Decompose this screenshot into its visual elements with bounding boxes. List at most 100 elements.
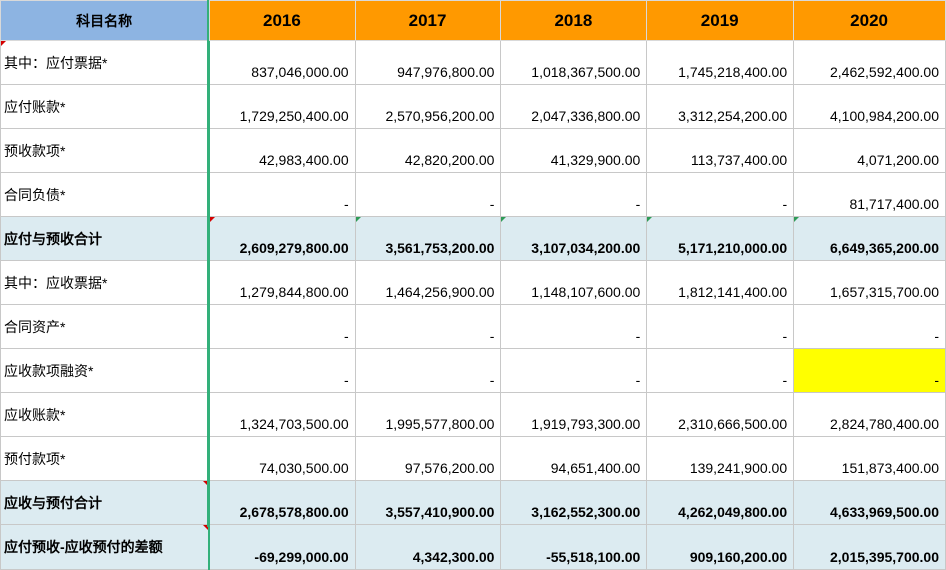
value-cell[interactable]: -: [646, 348, 795, 393]
value-cell[interactable]: -69,299,000.00: [208, 524, 356, 570]
value-cell[interactable]: 947,976,800.00: [354, 40, 502, 85]
row-label-cell[interactable]: 应付预收-应收预付的差额: [0, 524, 211, 570]
value-cell[interactable]: 42,820,200.00: [354, 128, 502, 173]
row-label-cell[interactable]: 应收款项融资*: [0, 348, 211, 393]
value-cell[interactable]: -: [208, 172, 356, 217]
table-row: 其中：应付票据* 837,046,000.00 947,976,800.00 1…: [0, 40, 946, 85]
value-cell[interactable]: -: [354, 304, 502, 349]
error-marker-icon: [647, 217, 653, 222]
value-cell[interactable]: 94,651,400.00: [500, 436, 648, 481]
value-cell[interactable]: 2,678,578,800.00: [208, 480, 356, 525]
value-cell[interactable]: 1,812,141,400.00: [646, 260, 795, 305]
header-year-2017[interactable]: 2017: [354, 0, 502, 41]
row-label-cell[interactable]: 应收与预付合计: [0, 480, 211, 525]
value-cell[interactable]: -55,518,100.00: [500, 524, 648, 570]
error-marker-icon: [501, 217, 507, 222]
value-cell[interactable]: -: [208, 304, 356, 349]
table-row-total: 应付与预收合计 2,609,279,800.00 3,561,753,200.0…: [0, 216, 946, 261]
comment-marker-icon: [203, 481, 208, 486]
header-label-cell[interactable]: 科目名称: [0, 0, 211, 41]
row-label-cell[interactable]: 合同资产*: [0, 304, 211, 349]
value-cell[interactable]: 909,160,200.00: [646, 524, 795, 570]
value-cell[interactable]: -: [646, 304, 795, 349]
error-marker-icon: [356, 217, 361, 222]
table-row-difference: 应付预收-应收预付的差额 -69,299,000.00 4,342,300.00…: [0, 524, 946, 570]
value-cell[interactable]: -: [500, 304, 648, 349]
value-cell[interactable]: 4,071,200.00: [793, 128, 946, 173]
value-cell[interactable]: 4,262,049,800.00: [646, 480, 795, 525]
value-cell[interactable]: 5,171,210,000.00: [646, 216, 795, 261]
header-year-2020[interactable]: 2020: [793, 0, 946, 41]
row-label-cell[interactable]: 应收账款*: [0, 392, 211, 437]
value-cell[interactable]: -: [208, 348, 356, 393]
value-cell[interactable]: 1,657,315,700.00: [793, 260, 946, 305]
header-year-2019[interactable]: 2019: [646, 0, 795, 41]
table-row: 应收款项融资* - - - - -: [0, 348, 946, 393]
value-cell[interactable]: -: [500, 348, 648, 393]
value-cell[interactable]: 6,649,365,200.00: [793, 216, 946, 261]
value-cell[interactable]: 42,983,400.00: [208, 128, 356, 173]
value-cell[interactable]: 3,312,254,200.00: [646, 84, 795, 129]
value-cell[interactable]: 1,018,367,500.00: [500, 40, 648, 85]
comment-marker-icon: [210, 217, 216, 222]
value-cell[interactable]: 1,324,703,500.00: [208, 392, 356, 437]
value-cell[interactable]: -: [793, 304, 946, 349]
row-label-cell[interactable]: 应付与预收合计: [0, 216, 211, 261]
value-cell[interactable]: -: [354, 172, 502, 217]
value-cell[interactable]: 1,919,793,300.00: [500, 392, 648, 437]
error-marker-icon: [794, 217, 800, 222]
value-cell[interactable]: -: [354, 348, 502, 393]
value-cell[interactable]: 41,329,900.00: [500, 128, 648, 173]
value-cell[interactable]: 1,729,250,400.00: [208, 84, 356, 129]
highlighted-value-cell[interactable]: -: [793, 348, 946, 393]
row-label-cell[interactable]: 其中：应付票据*: [0, 40, 211, 85]
value-cell[interactable]: 1,745,218,400.00: [646, 40, 795, 85]
value-cell[interactable]: 1,464,256,900.00: [354, 260, 502, 305]
value-cell[interactable]: 3,561,753,200.00: [354, 216, 502, 261]
value-cell[interactable]: 4,342,300.00: [354, 524, 502, 570]
value-cell[interactable]: 81,717,400.00: [793, 172, 946, 217]
table-row: 预付款项* 74,030,500.00 97,576,200.00 94,651…: [0, 436, 946, 481]
comment-marker-icon: [1, 41, 6, 46]
value-cell[interactable]: 4,633,969,500.00: [793, 480, 946, 525]
value-cell[interactable]: 2,015,395,700.00: [793, 524, 946, 570]
value-cell[interactable]: 2,609,279,800.00: [208, 216, 356, 261]
row-label-cell[interactable]: 预付款项*: [0, 436, 211, 481]
table-row: 应收账款* 1,324,703,500.00 1,995,577,800.00 …: [0, 392, 946, 437]
frozen-pane-divider: [207, 0, 209, 527]
value-cell[interactable]: 837,046,000.00: [208, 40, 356, 85]
value-cell[interactable]: 2,047,336,800.00: [500, 84, 648, 129]
row-label-cell[interactable]: 应付账款*: [0, 84, 211, 129]
table-row: 其中：应收票据* 1,279,844,800.00 1,464,256,900.…: [0, 260, 946, 305]
row-label-cell[interactable]: 其中：应收票据*: [0, 260, 211, 305]
value-cell[interactable]: 1,148,107,600.00: [500, 260, 648, 305]
value-cell[interactable]: 1,995,577,800.00: [354, 392, 502, 437]
value-cell[interactable]: 2,462,592,400.00: [793, 40, 946, 85]
header-row: 科目名称 2016 2017 2018 2019 2020: [0, 0, 946, 41]
value-cell[interactable]: 113,737,400.00: [646, 128, 795, 173]
table-row: 应付账款* 1,729,250,400.00 2,570,956,200.00 …: [0, 84, 946, 129]
header-year-2016[interactable]: 2016: [208, 0, 356, 41]
value-cell[interactable]: 3,107,034,200.00: [500, 216, 648, 261]
value-cell[interactable]: 2,824,780,400.00: [793, 392, 946, 437]
value-cell[interactable]: 2,310,666,500.00: [646, 392, 795, 437]
row-label-cell[interactable]: 预收款项*: [0, 128, 211, 173]
value-cell[interactable]: -: [646, 172, 795, 217]
row-label-cell[interactable]: 合同负债*: [0, 172, 211, 217]
value-cell[interactable]: 3,162,552,300.00: [500, 480, 648, 525]
header-year-2018[interactable]: 2018: [500, 0, 648, 41]
table-row: 合同负债* - - - - 81,717,400.00: [0, 172, 946, 217]
value-cell[interactable]: 3,557,410,900.00: [354, 480, 502, 525]
value-cell[interactable]: 1,279,844,800.00: [208, 260, 356, 305]
table-row-total: 应收与预付合计 2,678,578,800.00 3,557,410,900.0…: [0, 480, 946, 525]
value-cell[interactable]: 74,030,500.00: [208, 436, 356, 481]
value-cell[interactable]: 2,570,956,200.00: [354, 84, 502, 129]
value-cell[interactable]: -: [500, 172, 648, 217]
value-cell[interactable]: 151,873,400.00: [793, 436, 946, 481]
table-row: 合同资产* - - - - -: [0, 304, 946, 349]
value-cell[interactable]: 4,100,984,200.00: [793, 84, 946, 129]
value-cell[interactable]: 97,576,200.00: [354, 436, 502, 481]
value-cell[interactable]: 139,241,900.00: [646, 436, 795, 481]
table-row: 预收款项* 42,983,400.00 42,820,200.00 41,329…: [0, 128, 946, 173]
